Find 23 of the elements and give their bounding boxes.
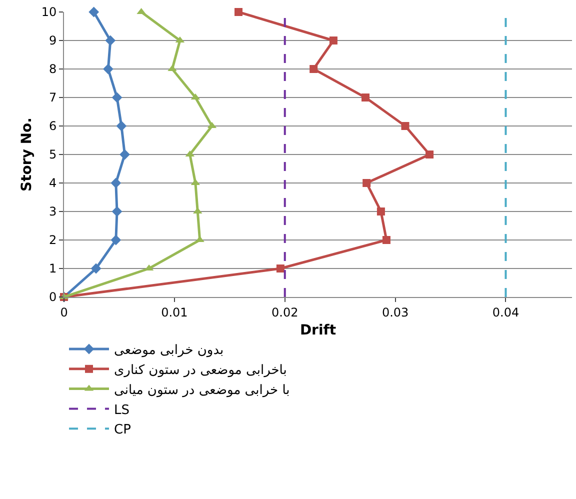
y-tick-label: 6 bbox=[48, 119, 57, 134]
x-tick-label: 0.03 bbox=[382, 305, 409, 320]
legend-label: باخرابی موضعی در ستون کناری bbox=[114, 362, 287, 378]
y-tick-label: 10 bbox=[41, 5, 57, 20]
x-tick-label: 0.02 bbox=[272, 305, 298, 320]
y-tick-label: 2 bbox=[48, 233, 57, 248]
y-tick-label: 7 bbox=[48, 90, 57, 105]
y-tick-label: 5 bbox=[48, 148, 57, 162]
y-tick-label: 0 bbox=[48, 290, 57, 304]
legend-label: با خرابی موضعی در ستون میانی bbox=[114, 382, 290, 398]
x-tick-label: 0.01 bbox=[161, 305, 188, 320]
y-tick-label: 4 bbox=[48, 176, 57, 190]
x-tick-label: 0 bbox=[60, 305, 68, 320]
y-tick-label: 9 bbox=[48, 34, 57, 48]
x-tick-label: 0.04 bbox=[492, 305, 520, 320]
legend-label: بدون خرابی موضعی bbox=[114, 343, 224, 358]
legend-label: LS bbox=[114, 402, 130, 418]
legend-label: CP bbox=[114, 422, 132, 438]
y-tick-label: 8 bbox=[48, 62, 57, 76]
x-axis-title: Drift bbox=[300, 322, 336, 339]
y-tick-label: 1 bbox=[48, 262, 57, 276]
y-axis-title: Story No. bbox=[18, 118, 35, 192]
y-tick-label: 3 bbox=[48, 204, 57, 219]
